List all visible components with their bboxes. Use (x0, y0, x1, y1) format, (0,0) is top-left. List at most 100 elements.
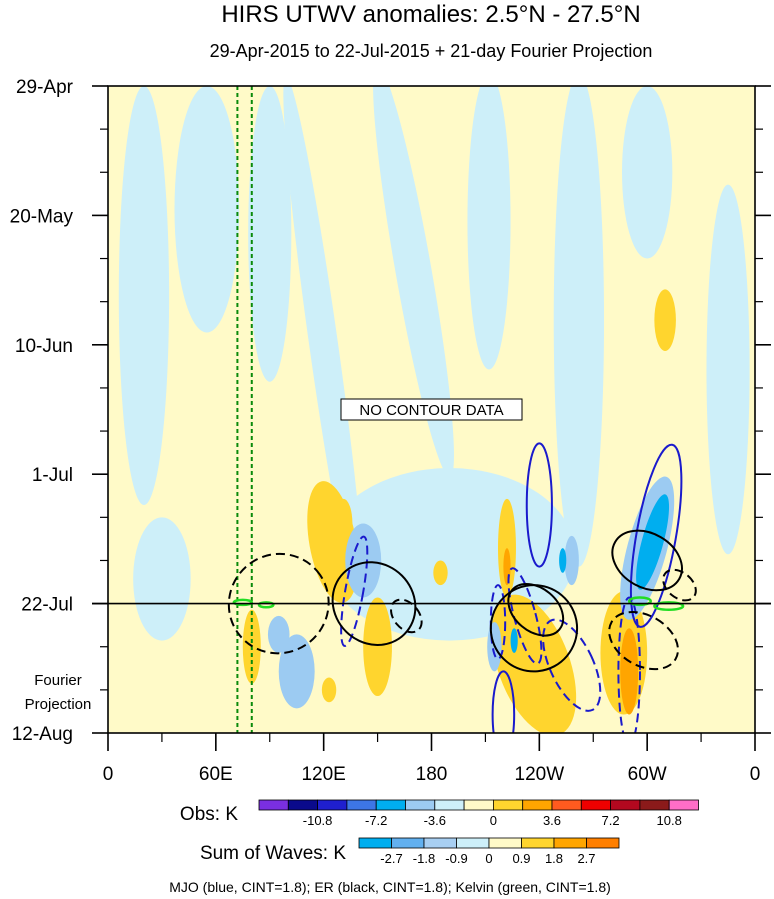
kelvin-contour (257, 601, 275, 609)
waves-colorbar-cell (456, 837, 490, 849)
er-contours (227, 529, 697, 673)
waves-colorbar-tick-label: 1.8 (545, 851, 563, 866)
er-contour (608, 610, 679, 671)
negative-region (283, 86, 364, 614)
y-axis-ticks: 29-Apr 20-May 10-Jun 1-Jul 22-Jul 12-Aug (10, 77, 771, 745)
x-tick-label: 0 (750, 764, 761, 785)
waves-colorbar-tick-label: -0.9 (445, 851, 467, 866)
no-contour-annotation: NO CONTOUR DATA (340, 398, 523, 421)
y-tick-label: 20-May (10, 206, 74, 227)
er-contour (489, 584, 579, 673)
obs-colorbar-cell (346, 799, 377, 811)
er-contour (331, 561, 417, 646)
y-tick-label: 12-Aug (12, 724, 73, 745)
obs-colorbar-cell (492, 799, 524, 811)
reference-lines (236, 86, 253, 733)
negative-region (373, 86, 454, 478)
plot-area (108, 86, 755, 733)
waves-colorbar-cell (521, 837, 555, 849)
obs-colorbar-tick-label: -7.2 (365, 813, 387, 828)
waves-colorbar-cell (488, 837, 522, 849)
x-axis-ticks: 0 60E 120E 180 120W 60W 0 (103, 733, 761, 785)
chart-title: HIRS UTWV anomalies: 2.5°N - 27.5°N (221, 1, 640, 28)
obs-colorbar: Obs: K -10.8 -7.2 -3.6 0 3.6 7.2 10.8 (180, 799, 699, 828)
anomaly-patch (564, 535, 579, 586)
mjo-contour (491, 670, 516, 733)
obs-colorbar-cell (287, 799, 318, 811)
obs-colorbar-cell (405, 799, 436, 811)
annotation-text: NO CONTOUR DATA (359, 402, 503, 419)
x-tick-label: 180 (416, 764, 448, 785)
negative-region (706, 184, 750, 555)
obs-colorbar-label: Obs: K (180, 804, 238, 825)
anomaly-patch (503, 548, 511, 586)
anomaly-patch (278, 634, 315, 709)
x-tick-label: 120W (515, 764, 565, 785)
wave-legend-text: MJO (blue, CINT=1.8); ER (black, CINT=1.… (169, 879, 611, 895)
obs-colorbar-cell (639, 799, 670, 811)
anomaly-patch (433, 560, 448, 586)
anomaly-patch (654, 289, 676, 351)
obs-colorbar-tick-label: -3.6 (424, 813, 446, 828)
waves-colorbar-tick-label: -1.8 (413, 851, 435, 866)
obs-colorbar-cell (580, 799, 611, 811)
waves-colorbar-tick-label: 0 (485, 851, 492, 866)
x-tick-label: 120E (301, 764, 345, 785)
anomaly-patch (620, 628, 639, 715)
x-tick-label: 0 (103, 764, 114, 785)
obs-colorbar-cell (668, 799, 699, 811)
anomaly-patch (321, 677, 337, 703)
waves-colorbar-label: Sum of Waves: K (200, 843, 346, 864)
er-contour (507, 582, 565, 637)
obs-colorbar-cell (434, 799, 465, 811)
mjo-contour (542, 618, 602, 712)
anomaly-patch (497, 498, 516, 598)
anomaly-patch (559, 548, 567, 573)
er-contour (662, 568, 697, 602)
mjo-contour (629, 443, 683, 628)
waves-colorbar-cell (358, 837, 392, 849)
obs-colorbar-tick-label: 0 (490, 813, 497, 828)
negative-region (622, 86, 673, 259)
obs-colorbar-cell (551, 799, 582, 811)
negative-region (118, 86, 170, 506)
y-tick-label: 22-Jul (21, 595, 73, 616)
waves-colorbar-tick-label: 2.7 (577, 851, 595, 866)
mjo-contour (340, 535, 369, 647)
kelvin-contour (232, 598, 254, 607)
obs-colorbar-cell (375, 799, 406, 811)
obs-colorbar-cell (258, 799, 289, 811)
obs-colorbar-cell (610, 799, 641, 811)
x-tick-label: 60E (199, 764, 233, 785)
negative-region (248, 86, 292, 382)
anomaly-patch (636, 494, 670, 590)
negative-region (553, 86, 605, 567)
er-contour (390, 598, 423, 634)
er-contour (611, 529, 683, 592)
obs-colorbar-tick-label: 7.2 (602, 813, 620, 828)
anomaly-patch (345, 523, 382, 598)
waves-colorbar-cell (586, 837, 620, 849)
obs-colorbar-cell (522, 799, 553, 811)
er-contour (227, 552, 330, 655)
anomaly-patch (363, 597, 392, 697)
negative-region (133, 517, 191, 641)
y-tick-label: 29-Apr (16, 77, 74, 98)
obs-colorbar-cell (317, 799, 348, 811)
waves-colorbar-cell (423, 837, 457, 849)
obs-colorbar-tick-label: 3.6 (543, 813, 561, 828)
forecast-label-line2: Projection (25, 696, 92, 713)
x-tick-label: 60W (628, 764, 667, 785)
kelvin-contour (653, 601, 685, 612)
waves-colorbar: Sum of Waves: K -2.7 -1.8 -0.9 0 0.9 1.8 2.7 (200, 837, 620, 866)
anomaly-patch (267, 615, 290, 653)
forecast-label-line1: Fourier (34, 672, 82, 689)
y-tick-label: 10-Jun (15, 336, 73, 357)
obs-colorbar-cell (463, 799, 494, 811)
y-tick-label: 1-Jul (32, 465, 73, 486)
anomaly-patch (334, 498, 353, 549)
mjo-contours (340, 442, 683, 733)
waves-colorbar-tick-label: -2.7 (380, 851, 402, 866)
negative-region (174, 86, 240, 333)
